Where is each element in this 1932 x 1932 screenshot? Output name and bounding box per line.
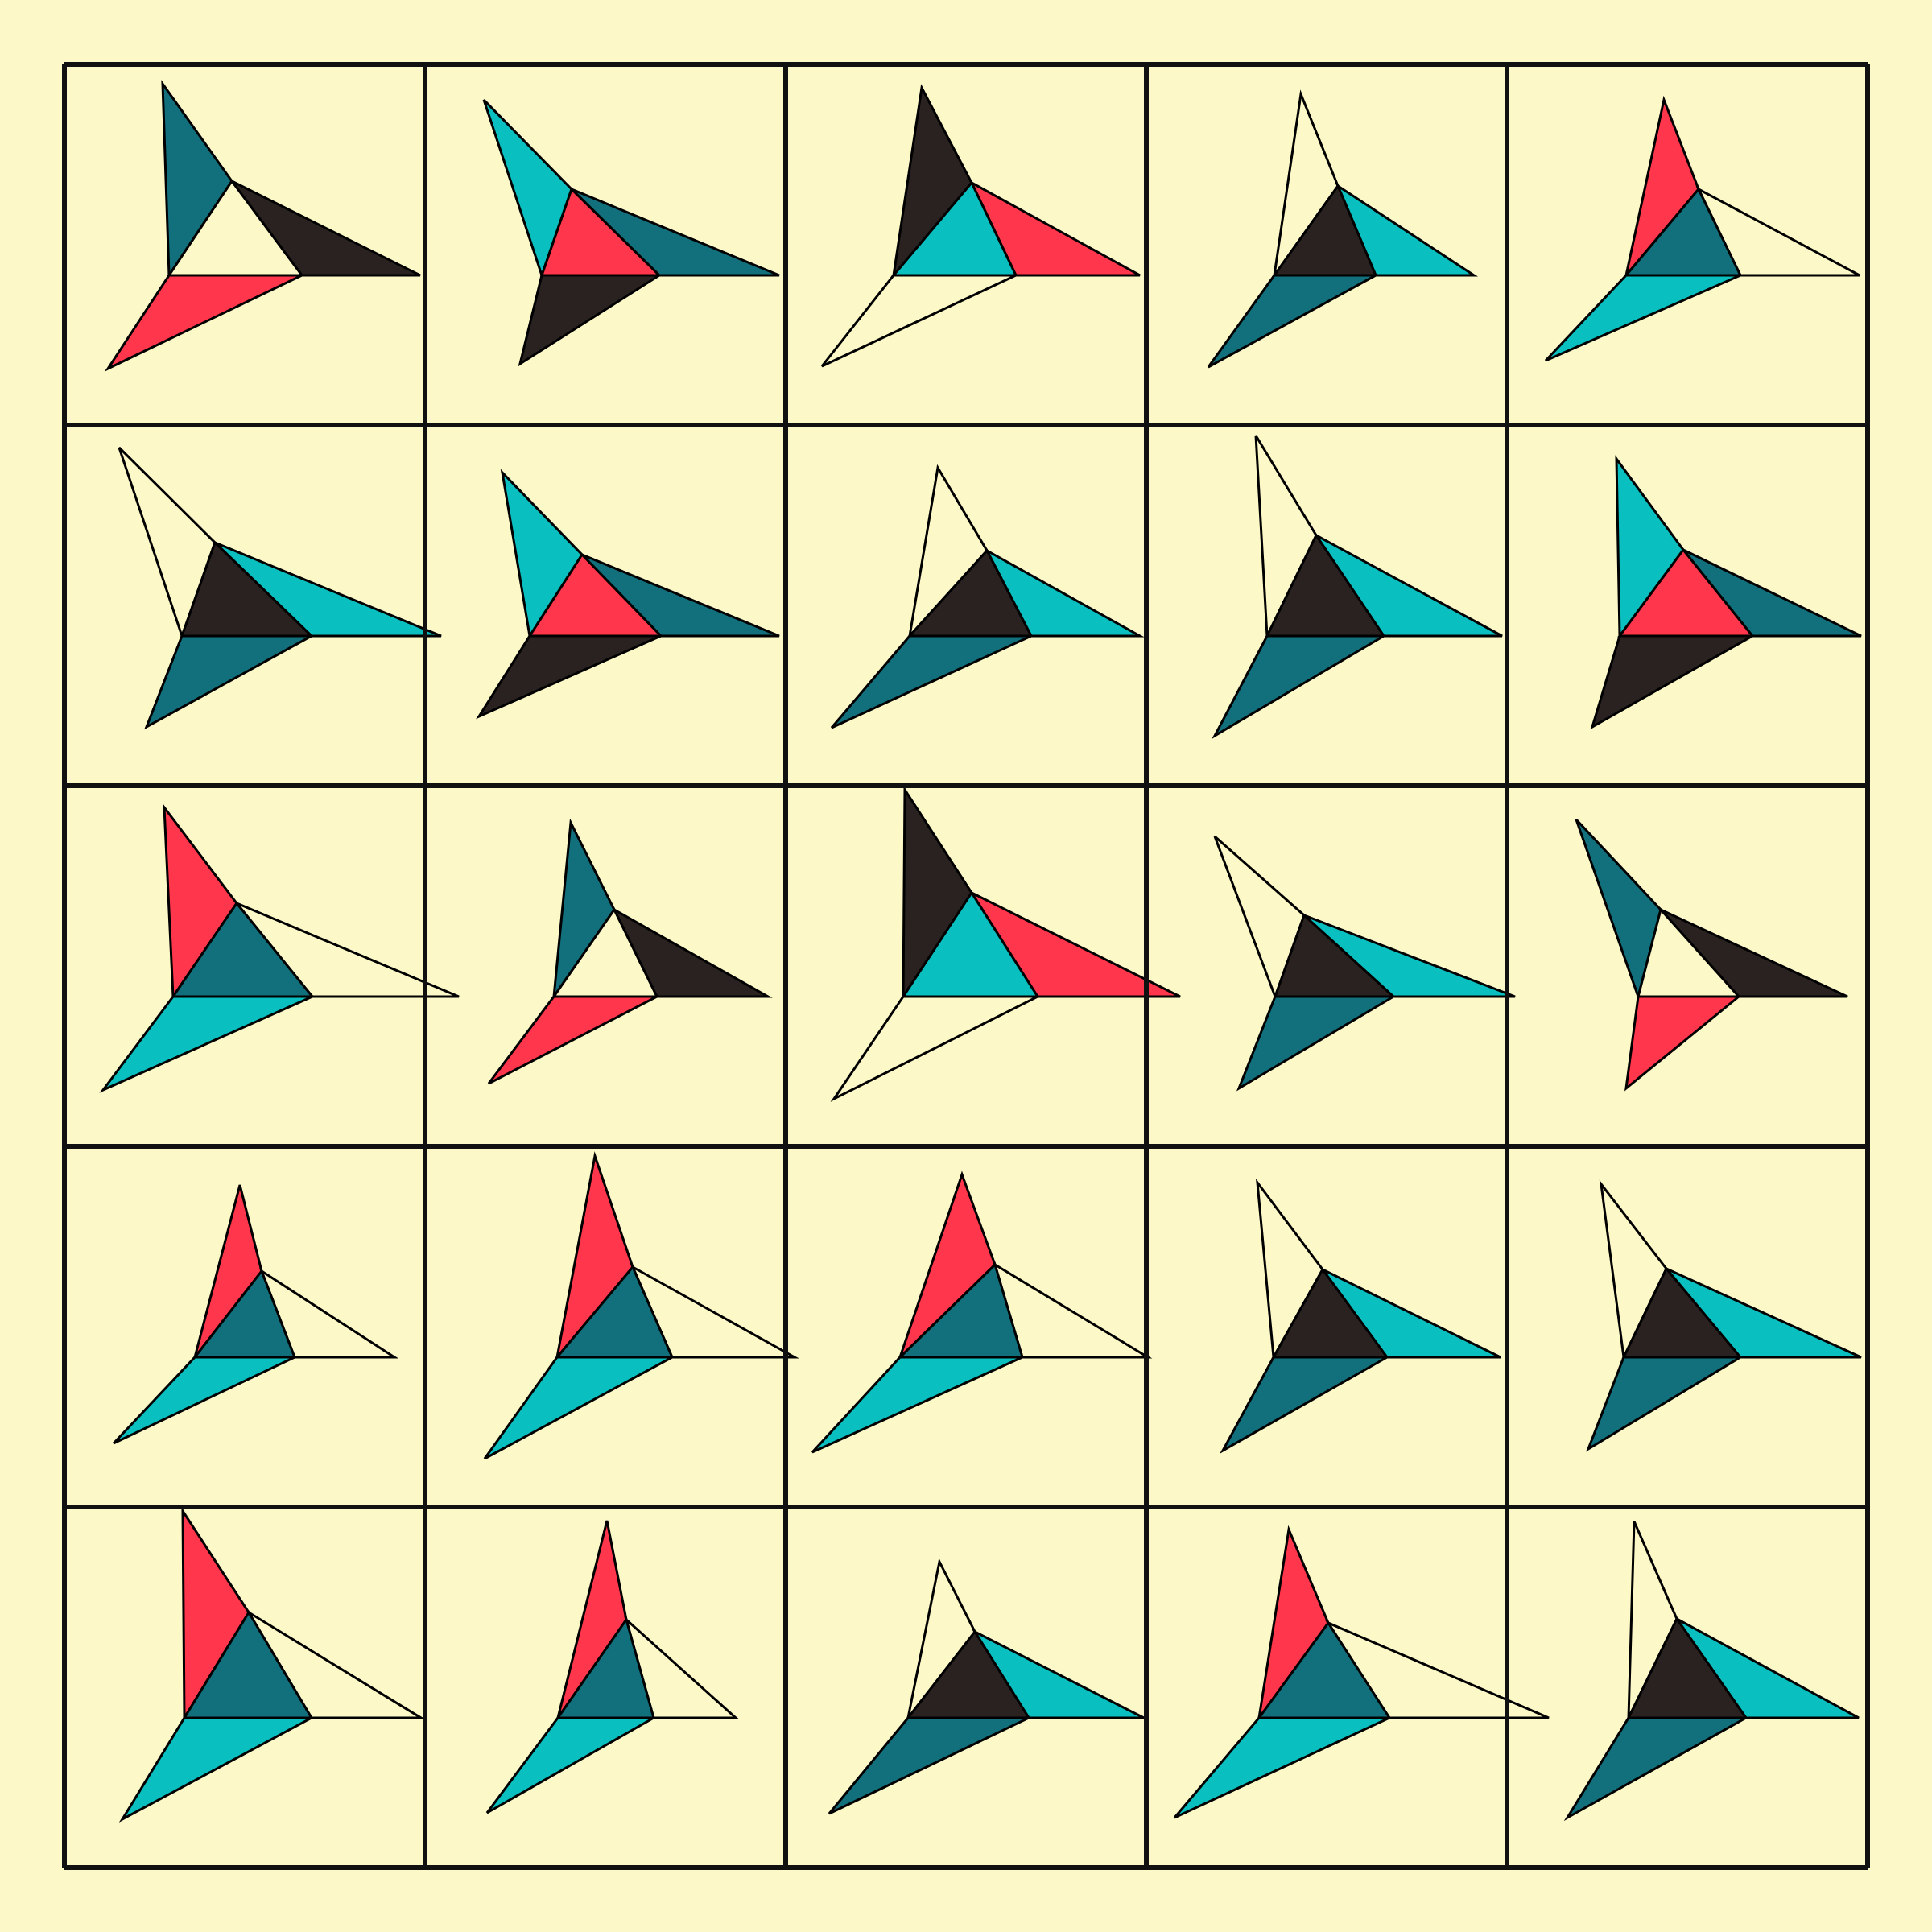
pinwheel-2-2 xyxy=(476,469,780,720)
pinwheel-4-5 xyxy=(1586,1179,1862,1452)
left-wedge xyxy=(828,1716,1030,1815)
left-wedge xyxy=(1590,634,1757,730)
pinwheel-3-4 xyxy=(1213,835,1516,1092)
pinwheel-2-5 xyxy=(1590,455,1862,730)
left-wedge xyxy=(487,995,658,1085)
left-wedge xyxy=(830,995,1038,1102)
pinwheel-5-2 xyxy=(485,1520,739,1814)
left-wedge xyxy=(820,274,1017,368)
left-wedge xyxy=(1586,1356,1745,1452)
pinwheel-5-4 xyxy=(1173,1525,1550,1819)
pinwheel-4-2 xyxy=(483,1151,799,1460)
left-wedge xyxy=(1212,634,1389,739)
left-wedge xyxy=(104,274,303,372)
pinwheel-5-1 xyxy=(118,1506,426,1823)
left-wedge xyxy=(118,1716,312,1823)
pinwheel-2-4 xyxy=(1212,435,1503,739)
left-wedge xyxy=(485,1716,658,1814)
left-wedge xyxy=(1236,995,1398,1092)
pinwheel-4-3 xyxy=(811,1170,1153,1454)
left-wedge xyxy=(518,274,664,367)
pinwheel-1-4 xyxy=(1207,89,1479,369)
left-wedge xyxy=(483,1356,673,1460)
left-wedge xyxy=(1207,274,1377,369)
left-wedge xyxy=(1173,1716,1390,1819)
pinwheel-1-3 xyxy=(820,84,1141,368)
pinwheel-3-1 xyxy=(99,803,460,1093)
left-wedge xyxy=(144,634,312,730)
left-wedge xyxy=(1544,274,1741,362)
pinwheel-1-2 xyxy=(482,98,780,367)
pinwheel-3-2 xyxy=(487,818,773,1085)
left-wedge xyxy=(1624,995,1743,1092)
left-wedge xyxy=(476,634,662,720)
pinwheel-3-3 xyxy=(830,785,1181,1102)
pinwheel-5-5 xyxy=(1563,1521,1860,1822)
left-wedge xyxy=(811,1356,1023,1454)
pinwheel-1-1 xyxy=(104,80,421,372)
pinwheel-2-1 xyxy=(118,446,442,730)
left-wedge xyxy=(99,995,313,1093)
grid-lines xyxy=(62,62,1870,1870)
pinwheel-3-5 xyxy=(1575,818,1848,1092)
left-wedge xyxy=(1563,1716,1751,1822)
left-wedge xyxy=(830,634,1032,729)
pinwheel-1-5 xyxy=(1544,95,1860,362)
pinwheel-4-1 xyxy=(112,1184,399,1445)
pinwheel-shapes xyxy=(99,80,1862,1823)
pinwheel-4-4 xyxy=(1220,1178,1501,1454)
left-wedge xyxy=(1220,1356,1392,1454)
pinwheel-5-3 xyxy=(828,1558,1145,1815)
pinwheel-2-3 xyxy=(830,464,1145,729)
left-wedge xyxy=(112,1356,295,1445)
